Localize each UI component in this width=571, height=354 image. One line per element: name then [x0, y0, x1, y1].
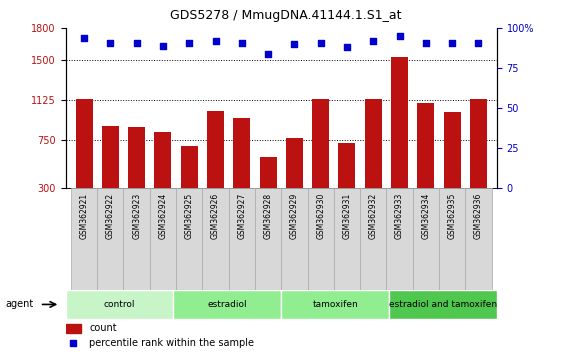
- Bar: [102, 126, 119, 188]
- Text: GSM362932: GSM362932: [369, 193, 378, 239]
- Bar: [281, 290, 389, 319]
- Bar: [150, 188, 176, 290]
- Text: GSM362926: GSM362926: [211, 193, 220, 239]
- Text: estradiol and tamoxifen: estradiol and tamoxifen: [389, 300, 497, 309]
- Bar: [228, 188, 255, 290]
- Bar: [417, 103, 435, 188]
- Bar: [444, 112, 461, 188]
- Point: [395, 34, 404, 39]
- Bar: [312, 99, 329, 188]
- Text: estradiol: estradiol: [207, 300, 247, 309]
- Bar: [387, 188, 413, 290]
- Bar: [66, 324, 81, 333]
- Bar: [154, 132, 171, 188]
- Bar: [439, 188, 465, 290]
- Bar: [75, 99, 93, 188]
- Text: GSM362931: GSM362931: [343, 193, 351, 239]
- Bar: [207, 111, 224, 188]
- Bar: [286, 138, 303, 188]
- Bar: [465, 188, 492, 290]
- Bar: [97, 188, 123, 290]
- Bar: [180, 146, 198, 188]
- Bar: [260, 157, 276, 188]
- Bar: [413, 188, 439, 290]
- Bar: [281, 188, 308, 290]
- Bar: [470, 99, 487, 188]
- Point: [316, 40, 325, 46]
- Text: GSM362927: GSM362927: [238, 193, 246, 239]
- Text: tamoxifen: tamoxifen: [312, 300, 358, 309]
- Text: GSM362930: GSM362930: [316, 193, 325, 239]
- Point: [343, 45, 352, 50]
- Point: [79, 35, 89, 41]
- Bar: [202, 188, 228, 290]
- Bar: [360, 188, 387, 290]
- Bar: [66, 290, 174, 319]
- Bar: [391, 57, 408, 188]
- Point: [211, 38, 220, 44]
- Bar: [123, 188, 150, 290]
- Point: [132, 40, 141, 46]
- Bar: [174, 290, 281, 319]
- Point: [158, 43, 167, 49]
- Bar: [71, 188, 97, 290]
- Point: [263, 51, 272, 57]
- Text: GSM362923: GSM362923: [132, 193, 141, 239]
- Text: count: count: [90, 323, 117, 333]
- Text: GDS5278 / MmugDNA.41144.1.S1_at: GDS5278 / MmugDNA.41144.1.S1_at: [170, 9, 401, 22]
- Text: GSM362929: GSM362929: [290, 193, 299, 239]
- Bar: [389, 290, 497, 319]
- Text: GSM362922: GSM362922: [106, 193, 115, 239]
- Point: [69, 341, 78, 346]
- Text: GSM362921: GSM362921: [79, 193, 89, 239]
- Text: GSM362928: GSM362928: [264, 193, 272, 239]
- Bar: [128, 127, 145, 188]
- Point: [290, 41, 299, 47]
- Point: [106, 40, 115, 46]
- Text: percentile rank within the sample: percentile rank within the sample: [90, 338, 254, 348]
- Text: GSM362936: GSM362936: [474, 193, 483, 239]
- Bar: [308, 188, 334, 290]
- Text: control: control: [104, 300, 135, 309]
- Point: [474, 40, 483, 46]
- Text: GSM362924: GSM362924: [158, 193, 167, 239]
- Bar: [339, 143, 356, 188]
- Bar: [255, 188, 282, 290]
- Point: [184, 40, 194, 46]
- Text: GSM362934: GSM362934: [421, 193, 431, 239]
- Text: GSM362933: GSM362933: [395, 193, 404, 239]
- Point: [421, 40, 431, 46]
- Bar: [176, 188, 202, 290]
- Bar: [233, 118, 250, 188]
- Bar: [334, 188, 360, 290]
- Text: GSM362935: GSM362935: [448, 193, 457, 239]
- Point: [369, 38, 378, 44]
- Bar: [365, 99, 382, 188]
- Text: agent: agent: [6, 299, 34, 309]
- Text: GSM362925: GSM362925: [184, 193, 194, 239]
- Point: [237, 40, 246, 46]
- Point: [448, 40, 457, 46]
